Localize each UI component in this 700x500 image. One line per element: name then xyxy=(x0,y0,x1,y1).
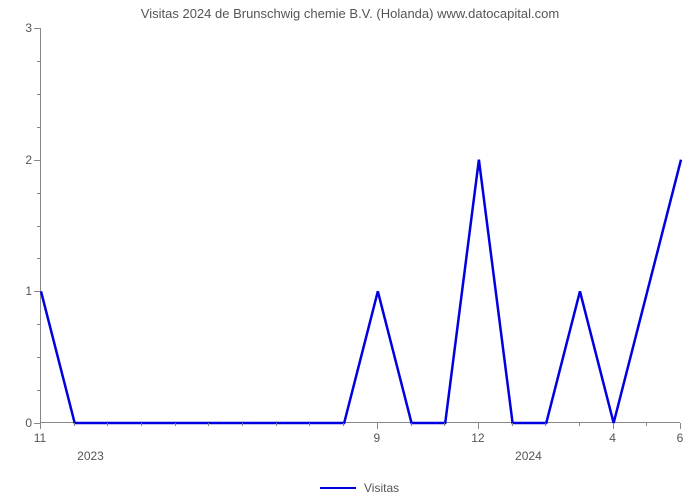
x-secondary-label: 2023 xyxy=(77,449,104,463)
chart-container: Visitas 2024 de Brunschwig chemie B.V. (… xyxy=(0,0,700,500)
x-minor-tick-mark xyxy=(107,423,108,426)
x-minor-tick-mark xyxy=(208,423,209,426)
x-minor-tick-mark xyxy=(175,423,176,426)
x-minor-tick-mark xyxy=(242,423,243,426)
x-tick-label: 11 xyxy=(34,431,46,445)
legend-label: Visitas xyxy=(364,481,399,495)
x-minor-tick-mark xyxy=(579,423,580,426)
x-minor-tick-mark xyxy=(343,423,344,426)
legend-swatch xyxy=(320,487,356,489)
x-minor-tick-mark xyxy=(444,423,445,426)
x-minor-tick-mark xyxy=(309,423,310,426)
series-line xyxy=(41,28,681,423)
y-minor-tick-mark xyxy=(37,324,40,325)
y-tick-label: 1 xyxy=(2,284,32,298)
x-minor-tick-mark xyxy=(74,423,75,426)
x-minor-tick-mark xyxy=(512,423,513,426)
x-minor-tick-mark xyxy=(646,423,647,426)
x-tick-label: 4 xyxy=(609,431,616,445)
y-minor-tick-mark xyxy=(37,357,40,358)
y-tick-mark xyxy=(34,160,40,161)
y-minor-tick-mark xyxy=(37,258,40,259)
y-tick-label: 0 xyxy=(2,416,32,430)
series-polyline xyxy=(41,160,681,423)
x-tick-mark xyxy=(613,423,614,429)
x-tick-label: 9 xyxy=(373,431,380,445)
y-tick-label: 2 xyxy=(2,153,32,167)
y-minor-tick-mark xyxy=(37,61,40,62)
x-tick-label: 12 xyxy=(471,431,484,445)
x-tick-mark xyxy=(377,423,378,429)
x-tick-mark xyxy=(478,423,479,429)
x-minor-tick-mark xyxy=(411,423,412,426)
x-secondary-label: 2024 xyxy=(515,449,542,463)
x-minor-tick-mark xyxy=(276,423,277,426)
y-minor-tick-mark xyxy=(37,226,40,227)
x-tick-mark xyxy=(40,423,41,429)
y-minor-tick-mark xyxy=(37,390,40,391)
x-minor-tick-mark xyxy=(141,423,142,426)
x-tick-label: 6 xyxy=(677,431,684,445)
legend: Visitas xyxy=(320,481,399,495)
y-minor-tick-mark xyxy=(37,94,40,95)
x-tick-mark xyxy=(680,423,681,429)
y-minor-tick-mark xyxy=(37,193,40,194)
y-tick-mark xyxy=(34,28,40,29)
y-tick-mark xyxy=(34,291,40,292)
x-minor-tick-mark xyxy=(545,423,546,426)
y-tick-label: 3 xyxy=(2,21,32,35)
y-minor-tick-mark xyxy=(37,127,40,128)
chart-title: Visitas 2024 de Brunschwig chemie B.V. (… xyxy=(0,6,700,21)
plot-area xyxy=(40,28,680,423)
